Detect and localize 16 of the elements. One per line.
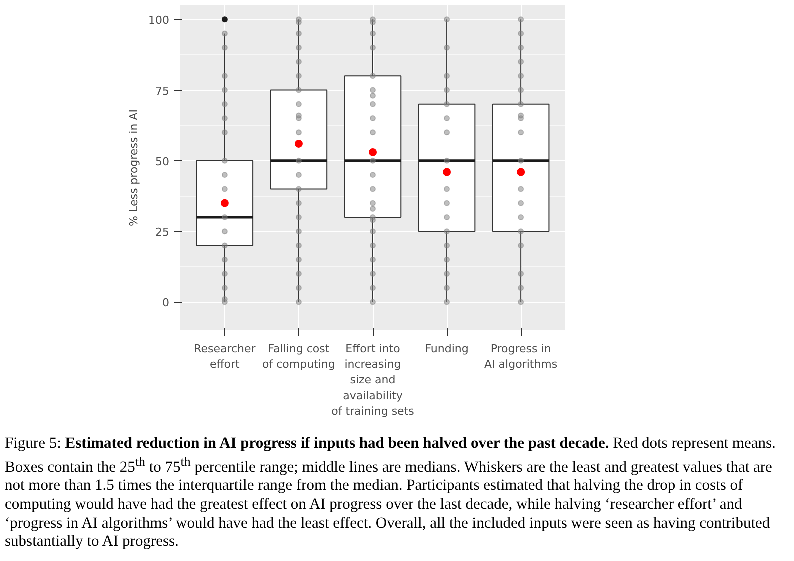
y-tick-label: 100 [148, 14, 170, 28]
text: Estimated reduction in AI progress if inputs had been halved over the past decade. [65, 435, 610, 452]
y-tick-label: 25 [156, 226, 170, 240]
point [443, 168, 452, 176]
x-tick-label: Researcher effort [194, 342, 256, 372]
y-axis-title: % Less progress in AI [128, 110, 141, 226]
y-tick-label: 75 [156, 84, 170, 98]
y-tick-label: 50 [156, 155, 170, 168]
point [369, 148, 377, 156]
x-tick-label: Funding [425, 342, 469, 356]
point [220, 199, 229, 208]
y-tick-label: 0 [162, 296, 170, 310]
x-tick-label: Progress in AI algorithms [484, 342, 558, 372]
point [517, 168, 526, 176]
caption: Figure 5: [5, 435, 62, 452]
point [294, 140, 303, 148]
